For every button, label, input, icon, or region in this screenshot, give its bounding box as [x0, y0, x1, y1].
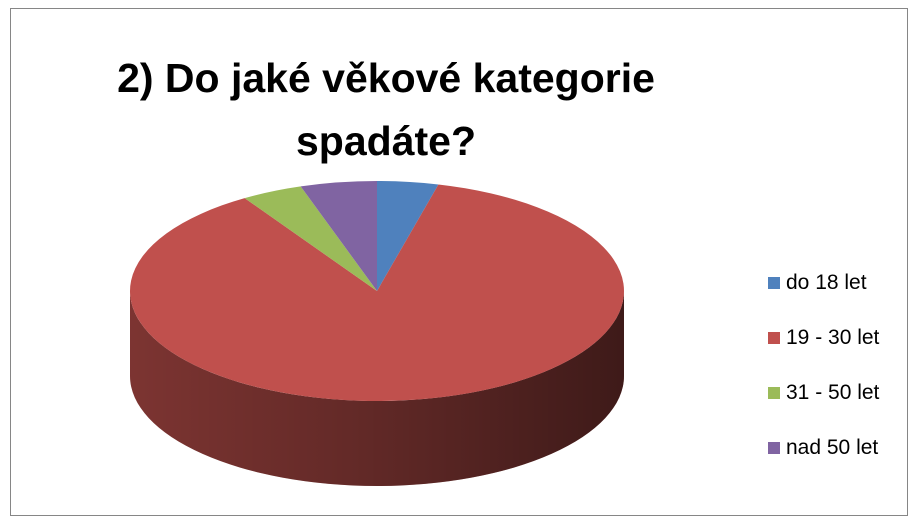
legend-item: 19 - 30 let: [768, 310, 879, 365]
legend-label: 31 - 50 let: [786, 380, 880, 404]
legend-label: nad 50 let: [786, 435, 879, 459]
legend-swatch: [768, 441, 780, 454]
legend-label: 19 - 30 let: [786, 325, 880, 349]
pie-slice-1: [129, 184, 625, 401]
legend-swatch: [768, 331, 780, 344]
chart-area: 2) Do jaké věkové kategorie spadáte? do …: [10, 8, 908, 516]
chart-title: 2) Do jaké věkové kategorie spadáte?: [117, 55, 655, 164]
pie-slice-2: [244, 186, 377, 291]
legend-item: 31 - 50 let: [768, 365, 879, 420]
pie-chart: [129, 181, 625, 486]
legend-label: do 18 let: [786, 270, 867, 294]
legend-item: nad 50 let: [768, 420, 879, 475]
legend-item: do 18 let: [768, 255, 879, 310]
pie-side-shading-slice-1: [130, 291, 624, 486]
legend-swatch: [768, 276, 780, 289]
legend-swatch: [768, 386, 780, 399]
legend: do 18 let 19 - 30 let 31 - 50 let nad 50 le…: [768, 255, 879, 475]
pie-slice-3: [300, 181, 377, 291]
pie-slice-0: [377, 181, 439, 291]
